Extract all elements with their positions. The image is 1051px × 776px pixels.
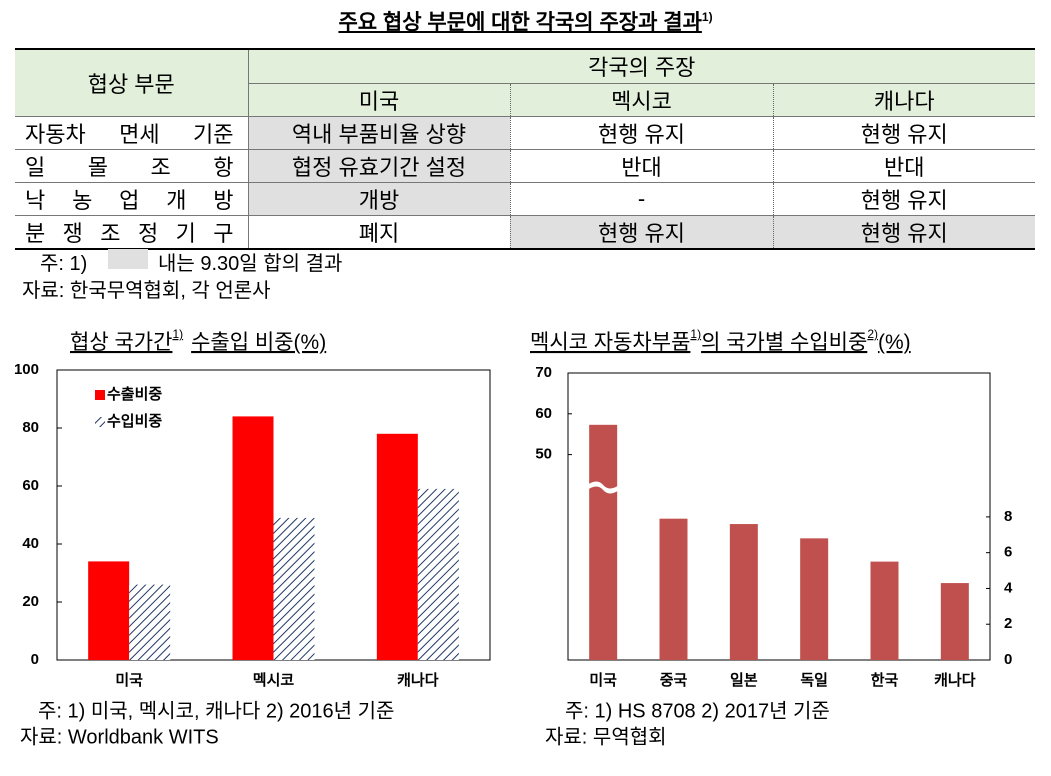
header-cell: 미국 <box>248 82 510 117</box>
y-tick-label: 80 <box>22 419 39 436</box>
x-tick-label: 일본 <box>730 672 758 689</box>
row-label: 낙 농 업 개 방 <box>15 181 249 216</box>
note: 주: 1) <box>40 253 88 275</box>
chart-note: 주: 1) 미국, 멕시코, 캐나다 2) 2016년 기준 <box>38 699 394 722</box>
x-tick-label: 중국 <box>660 672 688 689</box>
row-label-text: 낙 농 업 개 방 <box>25 187 234 213</box>
chart-source: 자료: Worldbank WITS <box>20 725 219 748</box>
document-title: 주요 협상 부문에 대한 각국의 주장과 결과1) <box>0 6 1051 36</box>
bar <box>376 433 418 660</box>
x-tick-label: 한국 <box>871 672 899 689</box>
bar <box>88 561 130 660</box>
cell: 현행 유지 <box>772 214 1036 250</box>
title-text: (%) <box>878 331 911 354</box>
header-cell: 협상 부문 <box>15 48 249 117</box>
plot-area <box>567 372 991 661</box>
bar <box>232 416 274 660</box>
cell: 현행 유지 <box>772 115 1036 150</box>
title-text: 협상 국가간 <box>70 331 172 354</box>
bar <box>589 424 618 660</box>
x-tick-label: 미국 <box>589 672 617 689</box>
legend-swatch <box>95 417 105 427</box>
x-tick-label: 멕시코 <box>253 672 295 689</box>
bar <box>129 584 171 660</box>
y2-tick-label: 8 <box>1004 508 1012 525</box>
x-tick-label: 캐나다 <box>934 672 976 689</box>
cell: 개방 <box>247 181 510 216</box>
legend-label: 수출비중 <box>107 386 162 403</box>
title-sup: 1) <box>172 327 183 341</box>
y2-tick-label: 4 <box>1004 579 1013 596</box>
header-cell: 각국의 주장 <box>248 48 1036 84</box>
legend-swatch <box>95 390 105 400</box>
y-tick-label: 40 <box>22 535 39 552</box>
cell: 폐지 <box>247 214 510 250</box>
cell: 반대 <box>772 148 1036 183</box>
title-sup: 1) <box>690 327 701 341</box>
chart-note: 주: 1) HS 8708 2) 2017년 기준 <box>565 699 830 722</box>
legend-label: 수입비중 <box>107 413 162 430</box>
source: 자료: 한국무역협회, 각 언론사 <box>22 280 271 302</box>
y-tick-label: 100 <box>14 361 39 378</box>
bar <box>800 538 829 660</box>
chart-title: 멕시코 자동차부품1)의 국가별 수입비중2)(%) <box>530 327 911 353</box>
bar <box>273 517 315 660</box>
y2-tick-label: 6 <box>1004 544 1012 561</box>
x-tick-label: 독일 <box>800 672 828 689</box>
y-tick-label: 0 <box>31 651 39 668</box>
row-label-text: 자동차 면세 기준 <box>25 121 234 147</box>
note-text: 내는 9.30일 합의 결과 <box>158 253 343 275</box>
axis-break <box>587 481 620 494</box>
title-sup: 2) <box>867 327 878 341</box>
cell: 역내 부품비율 상향 <box>247 115 510 150</box>
y2-tick-label: 0 <box>1004 651 1012 668</box>
bar <box>940 583 969 660</box>
title-text: 의 국가별 수입비중 <box>701 331 867 354</box>
cell: 현행 유지 <box>509 115 773 150</box>
cell: 반대 <box>509 148 773 183</box>
cell: 협정 유효기간 설정 <box>247 148 510 183</box>
y2-tick-label: 2 <box>1004 615 1012 632</box>
chart-source: 자료: 무역협회 <box>545 725 667 748</box>
row-label-text: 분 쟁 조 정 기 구 <box>25 220 234 246</box>
cell: 현행 유지 <box>509 214 773 250</box>
header-cell: 멕시코 <box>509 82 773 117</box>
cell: - <box>509 181 773 216</box>
row-label: 분 쟁 조 정 기 구 <box>15 214 249 250</box>
y-tick-label: 50 <box>535 446 552 463</box>
bar <box>870 561 899 660</box>
claims-table: 협상 부문 각국의 주장 미국 멕시코 캐나다 자동차 면세 기준 역내 부품비율 상향… <box>15 48 1036 250</box>
cell: 현행 유지 <box>772 181 1036 216</box>
y-tick-label: 20 <box>22 593 39 610</box>
bar <box>659 518 688 660</box>
x-tick-label: 캐나다 <box>397 672 439 689</box>
title-sup: 1) <box>701 10 713 24</box>
note-swatch <box>108 249 148 269</box>
row-label-text: 일 몰 조 항 <box>25 154 234 180</box>
title-text: 수출입 비중(%) <box>191 331 326 354</box>
y-tick-label: 70 <box>535 364 552 381</box>
chart-title: 협상 국가간1) 수출입 비중(%) <box>70 327 326 353</box>
bar <box>729 524 758 660</box>
y-tick-label: 60 <box>535 405 552 422</box>
row-label: 자동차 면세 기준 <box>15 115 249 150</box>
bar <box>417 488 459 660</box>
y-tick-label: 60 <box>22 477 39 494</box>
title-text: 주요 협상 부문에 대한 각국의 주장과 결과 <box>338 11 702 34</box>
title-text: 멕시코 자동차부품 <box>530 331 690 354</box>
x-tick-label: 미국 <box>115 672 143 689</box>
row-label: 일 몰 조 항 <box>15 148 249 183</box>
